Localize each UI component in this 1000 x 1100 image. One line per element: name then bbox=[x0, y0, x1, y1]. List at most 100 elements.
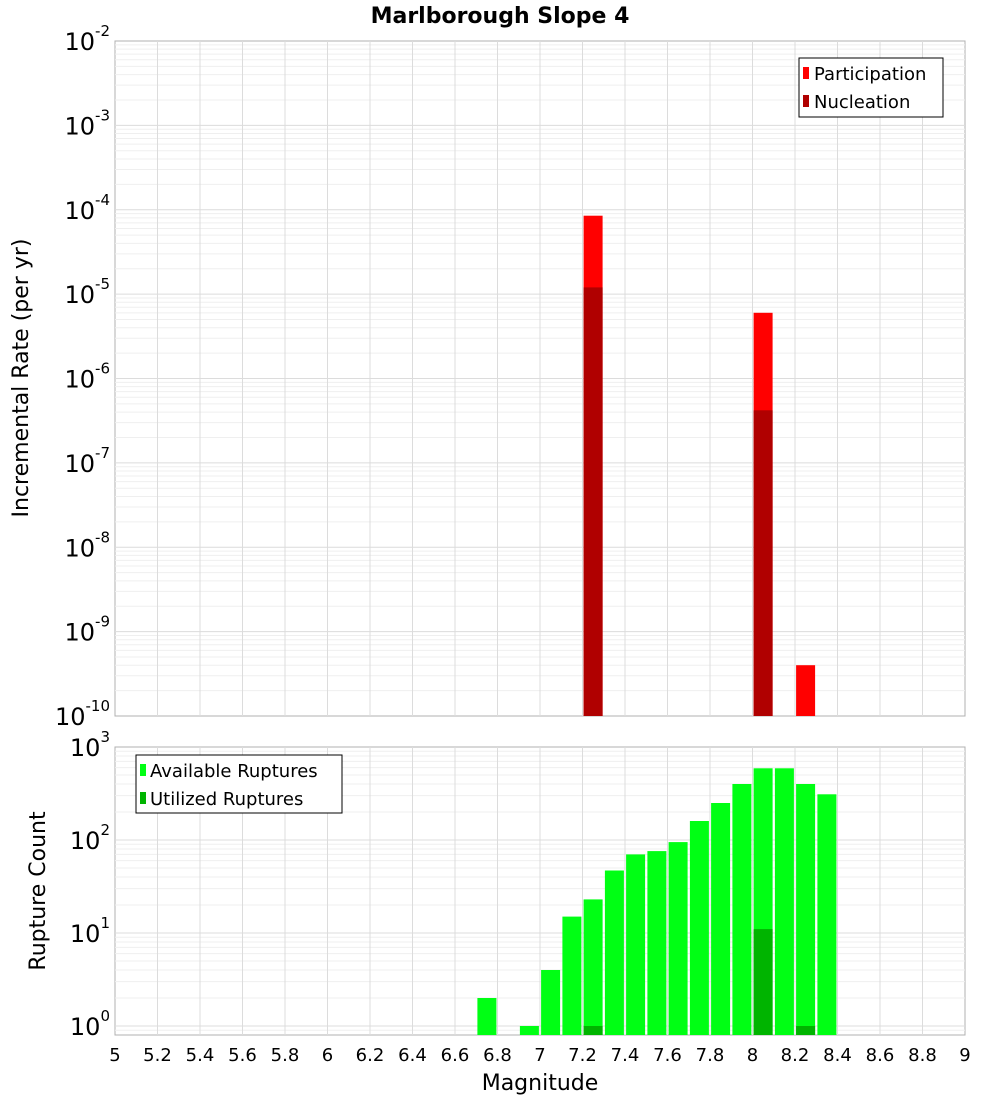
x-tick-label: 8.6 bbox=[866, 1045, 895, 1066]
bar-nucleation bbox=[753, 410, 773, 716]
x-tick-label: 6.6 bbox=[441, 1045, 470, 1066]
y-tick-base: 10 bbox=[64, 197, 95, 225]
bar-available-ruptures bbox=[477, 998, 497, 1035]
y-tick-exponent: -5 bbox=[95, 275, 110, 293]
y-tick-base: 10 bbox=[64, 534, 95, 562]
legend-label-nucleation: Nucleation bbox=[814, 92, 910, 113]
bar-available-ruptures bbox=[562, 916, 582, 1035]
top-grid bbox=[115, 41, 965, 716]
bar-utilized-ruptures bbox=[583, 1026, 603, 1035]
y-tick-label: 10-10 bbox=[55, 697, 110, 731]
bar-available-ruptures bbox=[583, 899, 603, 1035]
x-tick-label: 7.4 bbox=[611, 1045, 640, 1066]
y-tick-base: 10 bbox=[64, 366, 95, 394]
x-tick-label: 7.6 bbox=[653, 1045, 682, 1066]
bar-available-ruptures bbox=[689, 821, 709, 1035]
y-tick-exponent: 1 bbox=[100, 914, 110, 932]
y-tick-label: 102 bbox=[70, 821, 110, 855]
x-tick-label: 8.8 bbox=[908, 1045, 937, 1066]
y-tick-label: 103 bbox=[70, 728, 110, 762]
legend-swatch-nucleation bbox=[803, 95, 809, 107]
legend-swatch-available-ruptures bbox=[140, 764, 146, 776]
y-tick-exponent: -6 bbox=[95, 360, 110, 378]
legend-label-available-ruptures: Available Ruptures bbox=[150, 761, 318, 782]
x-tick-label: 6 bbox=[322, 1045, 333, 1066]
y-tick-base: 10 bbox=[70, 920, 101, 948]
bar-available-ruptures bbox=[541, 970, 561, 1035]
y-tick-base: 10 bbox=[64, 28, 95, 56]
x-tick-label: 7 bbox=[534, 1045, 545, 1066]
x-tick-label: 6.8 bbox=[483, 1045, 512, 1066]
y-tick-base: 10 bbox=[70, 1013, 101, 1041]
bar-available-ruptures bbox=[817, 794, 837, 1035]
y-tick-base: 10 bbox=[55, 703, 86, 731]
bar-available-ruptures bbox=[668, 842, 688, 1035]
x-tick-label: 5.2 bbox=[143, 1045, 172, 1066]
bar-available-ruptures bbox=[626, 854, 646, 1035]
y-tick-exponent: -8 bbox=[95, 528, 110, 546]
x-axis-label: Magnitude bbox=[482, 1071, 599, 1096]
x-tick-label: 9 bbox=[959, 1045, 970, 1066]
y-tick-exponent: 0 bbox=[100, 1007, 110, 1025]
y-tick-base: 10 bbox=[64, 450, 95, 478]
x-ticks: 5 5.2 5.4 5.6 5.8 6 6.2 6.4 6.6 6.8 7 7.2 7.4 7.6 7.8 8… bbox=[109, 1045, 970, 1066]
y-tick-exponent: -4 bbox=[95, 191, 110, 209]
x-tick-label: 8.2 bbox=[781, 1045, 810, 1066]
top-bars bbox=[583, 215, 816, 716]
y-tick-base: 10 bbox=[64, 112, 95, 140]
y-tick-exponent: -9 bbox=[95, 613, 110, 631]
y-tick-base: 10 bbox=[64, 281, 95, 309]
y-tick-exponent: -7 bbox=[95, 444, 110, 462]
x-tick-label: 8.4 bbox=[823, 1045, 852, 1066]
bottom-y-axis-label: Rupture Count bbox=[26, 811, 51, 971]
bar-available-ruptures bbox=[604, 870, 624, 1035]
x-tick-label: 5.8 bbox=[271, 1045, 300, 1066]
x-tick-label: 6.2 bbox=[356, 1045, 385, 1066]
bar-available-ruptures bbox=[711, 803, 731, 1035]
y-tick-base: 10 bbox=[64, 619, 95, 647]
y-tick-label: 10-7 bbox=[64, 444, 110, 478]
y-tick-label: 10-9 bbox=[64, 613, 110, 647]
y-tick-exponent: -3 bbox=[95, 106, 110, 124]
bottom-legend: Available Ruptures Utilized Ruptures bbox=[135, 754, 343, 814]
bar-nucleation bbox=[583, 287, 603, 716]
bottom-bars bbox=[477, 768, 837, 1035]
x-tick-label: 7.8 bbox=[696, 1045, 725, 1066]
x-tick-label: 5.6 bbox=[228, 1045, 257, 1066]
legend-label-utilized-ruptures: Utilized Ruptures bbox=[150, 789, 303, 810]
bar-available-ruptures bbox=[647, 851, 667, 1035]
y-tick-label: 100 bbox=[70, 1007, 110, 1041]
y-tick-exponent: -10 bbox=[86, 697, 111, 715]
bar-available-ruptures bbox=[774, 768, 794, 1035]
top-legend: Participation Nucleation bbox=[798, 57, 944, 118]
y-tick-exponent: -2 bbox=[95, 22, 110, 40]
y-tick-label: 10-5 bbox=[64, 275, 110, 309]
x-tick-label: 6.4 bbox=[398, 1045, 427, 1066]
y-tick-exponent: 2 bbox=[100, 821, 110, 839]
legend-swatch-participation bbox=[803, 67, 809, 79]
x-tick-label: 5 bbox=[109, 1045, 120, 1066]
y-tick-label: 10-2 bbox=[64, 22, 110, 56]
bar-utilized-ruptures bbox=[796, 1026, 816, 1035]
bar-available-ruptures bbox=[732, 784, 752, 1035]
bar-available-ruptures bbox=[796, 784, 816, 1035]
chart-title: Marlborough Slope 4 bbox=[371, 4, 630, 29]
y-tick-base: 10 bbox=[70, 827, 101, 855]
top-legend-box bbox=[798, 57, 944, 118]
x-tick-label: 8 bbox=[747, 1045, 758, 1066]
y-tick-exponent: 3 bbox=[100, 728, 110, 746]
y-tick-label: 101 bbox=[70, 914, 110, 948]
y-tick-label: 10-8 bbox=[64, 528, 110, 562]
top-y-axis-label: Incremental Rate (per yr) bbox=[9, 239, 34, 518]
x-tick-label: 5.4 bbox=[186, 1045, 215, 1066]
bar-participation bbox=[796, 665, 816, 716]
legend-swatch-utilized-ruptures bbox=[140, 792, 146, 804]
y-tick-label: 10-6 bbox=[64, 360, 110, 394]
x-tick-label: 7.2 bbox=[568, 1045, 597, 1066]
y-tick-label: 10-4 bbox=[64, 191, 110, 225]
bar-utilized-ruptures bbox=[753, 929, 773, 1035]
bar-available-ruptures bbox=[519, 1026, 539, 1035]
